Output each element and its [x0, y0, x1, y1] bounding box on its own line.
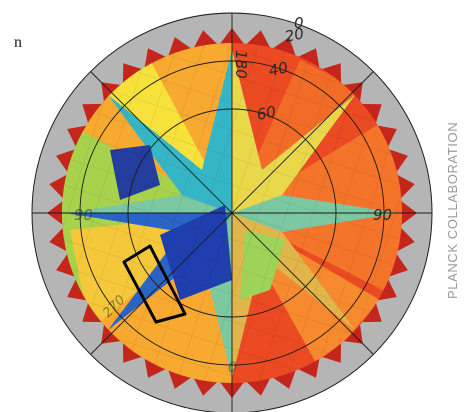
spoke-label-180: 180	[232, 50, 250, 79]
ring-label-20: 20	[283, 24, 305, 46]
ring-label-0: 0	[294, 14, 304, 32]
polar-sky-map: 0 20 40 60 180 90 90 0 270	[31, 12, 433, 412]
highlight-outline	[122, 244, 187, 324]
cropped-text-fragment: n	[14, 34, 22, 51]
ring-label-60: 60	[255, 102, 277, 124]
photo-credit: PLANCK COLLABORATION	[445, 121, 460, 299]
spoke-label-0: 0	[228, 360, 237, 376]
spoke-label-90-right: 90	[373, 206, 392, 224]
polar-grid	[31, 12, 433, 412]
ring-label-40: 40	[267, 58, 289, 80]
spoke-label-90-left: 90	[74, 206, 93, 224]
